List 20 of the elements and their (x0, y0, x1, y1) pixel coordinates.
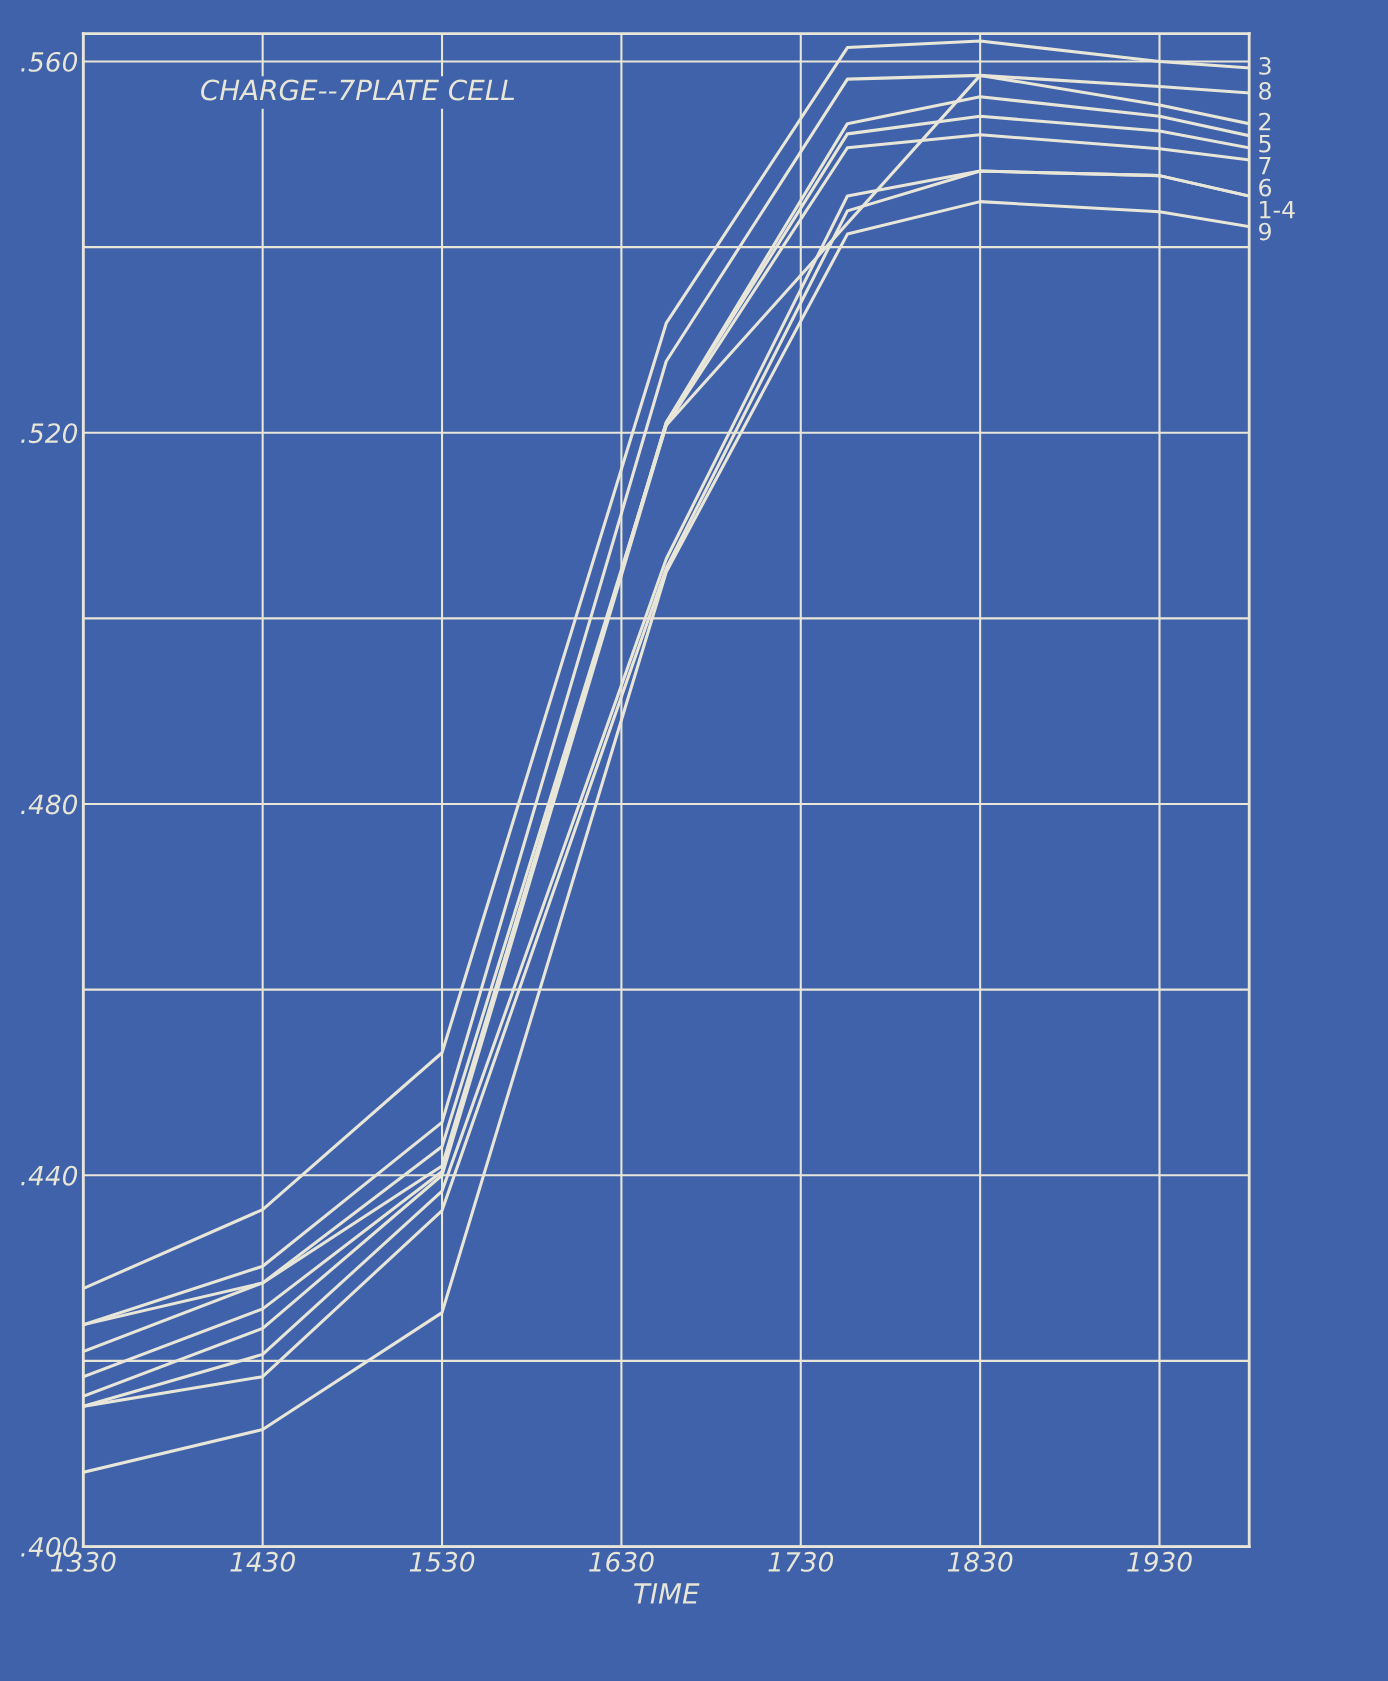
x-tick-label: 1530 (409, 1551, 475, 1572)
series-label: 5 (1259, 134, 1271, 153)
x-tick-label: 1830 (947, 1551, 1013, 1572)
x-tick-label: 1730 (768, 1551, 834, 1572)
text: CHARGE--7PLATE CELL (201, 79, 515, 101)
series-label: 7 (1259, 156, 1271, 175)
series-label: 6 (1259, 178, 1272, 197)
y-tick-label: .480 (21, 794, 78, 815)
x-tick-label: 1630 (589, 1551, 654, 1572)
y-tick-label: .440 (21, 1165, 78, 1186)
x-axis-title: TIME (634, 1583, 700, 1604)
series-label: 9 (1259, 222, 1271, 241)
series-label: 8 (1259, 82, 1271, 100)
y-tick-label: .520 (21, 423, 78, 444)
x-tick-label: 1930 (1127, 1551, 1192, 1572)
series-label: 1-4 (1260, 200, 1295, 219)
series-label: 3 (1259, 56, 1271, 75)
series-label: 2 (1259, 112, 1271, 131)
x-tick-label: 1430 (230, 1551, 295, 1572)
y-tick-label: .560 (21, 51, 78, 72)
